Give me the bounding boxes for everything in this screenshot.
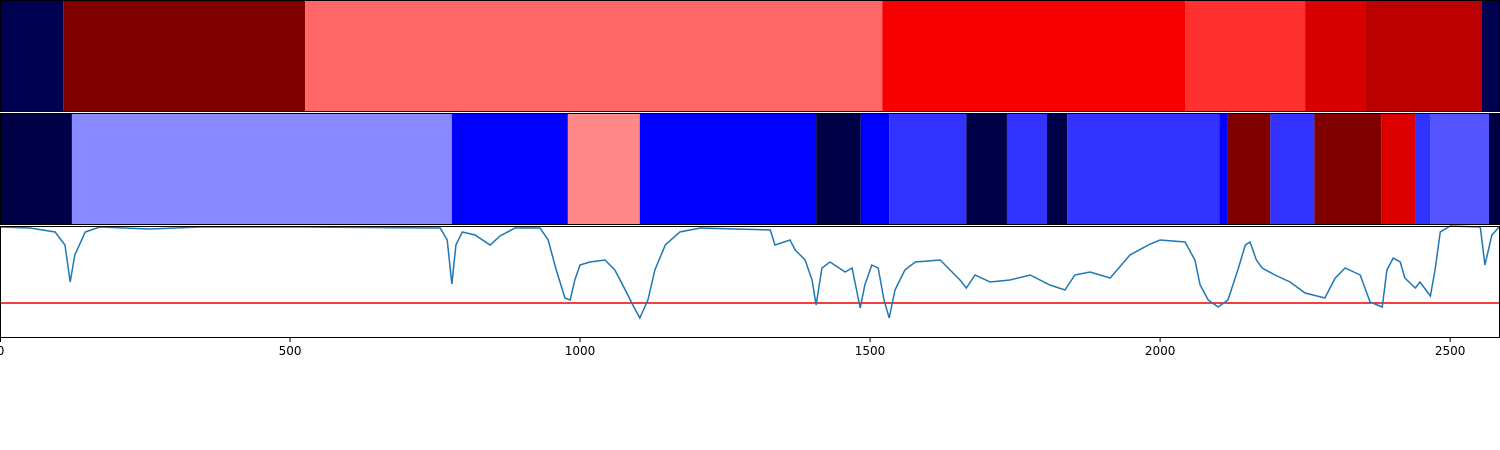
segment	[1185, 0, 1306, 112]
line	[0, 225, 1500, 320]
panel-border	[0, 226, 1500, 338]
segment	[1381, 113, 1416, 225]
segment	[0, 0, 64, 112]
segment	[1270, 113, 1315, 225]
x-tick-label: 2000	[1145, 344, 1176, 358]
segment	[1219, 113, 1228, 225]
segment	[1227, 113, 1271, 225]
segment	[1482, 0, 1500, 112]
segment	[860, 113, 890, 225]
segment	[1046, 113, 1068, 225]
x-tick-label: 500	[279, 344, 302, 358]
x-tick-label: 1500	[855, 344, 886, 358]
segment	[1314, 113, 1382, 225]
segment	[1366, 0, 1483, 112]
segment	[882, 0, 1186, 112]
segment	[0, 113, 72, 225]
segment	[639, 113, 817, 225]
segment	[816, 113, 861, 225]
x-tick-label: 1000	[565, 344, 596, 358]
segment	[966, 113, 1007, 225]
segment	[889, 113, 967, 225]
segment	[71, 113, 452, 225]
segment	[1488, 113, 1500, 225]
segment	[305, 0, 883, 112]
segment	[63, 0, 306, 112]
segment	[1415, 113, 1431, 225]
segment	[1006, 113, 1047, 225]
segment	[1305, 0, 1367, 112]
x-tick-label: 0	[0, 344, 4, 358]
x-tick-label: 2500	[1435, 344, 1466, 358]
segment	[567, 113, 640, 225]
segment	[1430, 113, 1489, 225]
segment	[451, 113, 568, 225]
segment	[1067, 113, 1220, 225]
